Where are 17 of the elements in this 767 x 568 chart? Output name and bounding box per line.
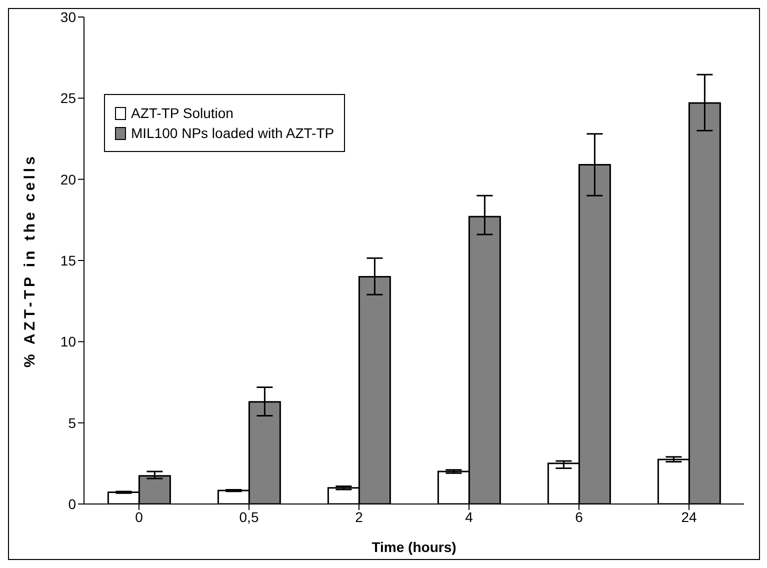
x-tick-label: 0,5: [239, 508, 259, 525]
y-tick-label: 15: [60, 252, 76, 268]
y-tick-label: 25: [60, 90, 76, 106]
x-tick-label: 2: [355, 508, 364, 525]
legend-label: AZT-TP Solution: [131, 105, 234, 121]
y-tick-label: 30: [60, 8, 76, 25]
x-tick-label: 24: [681, 508, 697, 525]
x-tick-label: 6: [575, 508, 584, 525]
y-tick-label: 20: [60, 171, 76, 188]
y-tick-label: 10: [60, 334, 76, 350]
y-tick-label: 5: [68, 414, 76, 431]
x-axis-title: Time (hours): [372, 539, 456, 555]
legend-label: MIL100 NPs loaded with AZT-TP: [131, 125, 334, 141]
x-tick-label: 4: [465, 508, 474, 525]
y-axis-title: % AZT-TP in the cells: [21, 154, 38, 368]
y-tick-label: 0: [68, 496, 76, 512]
x-tick-label: 0: [135, 508, 144, 525]
